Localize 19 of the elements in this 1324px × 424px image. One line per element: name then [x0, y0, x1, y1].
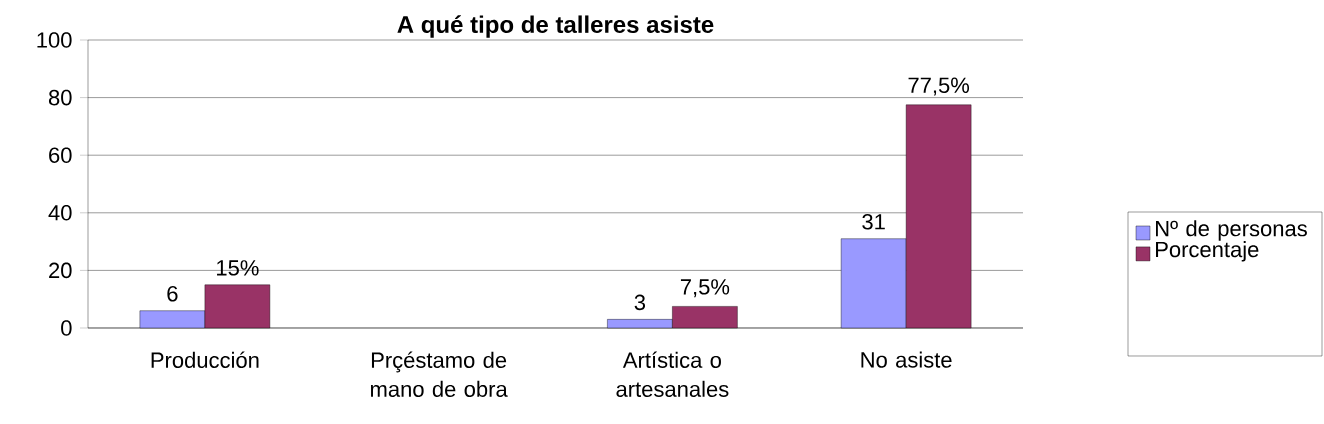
y-tick-label: 100	[37, 32, 72, 48]
legend-label: Porcentaje	[1156, 241, 1259, 262]
chart-title: A qué tipo de talleres asiste	[397, 15, 714, 38]
y-tick-label: 20	[49, 262, 72, 279]
x-tick-label: Prçéstamo de mano de obra	[370, 351, 508, 397]
data-label: 15%	[217, 260, 259, 276]
y-tick-label: 40	[48, 205, 72, 221]
y-tick-label: 80	[48, 89, 72, 106]
x-tick-label: Artística o artesanales	[616, 351, 729, 397]
x-tick-label: No asiste	[861, 351, 952, 368]
data-label: 3	[634, 294, 646, 311]
data-label: 31	[862, 213, 885, 230]
data-label: 6	[167, 285, 178, 302]
y-tick-label: 60	[49, 147, 72, 163]
data-label: 77,5%	[908, 77, 970, 96]
data-label: 7,5%	[680, 279, 730, 298]
y-tick-label: 0	[61, 320, 72, 336]
x-tick-label: Producción	[151, 351, 259, 368]
legend-label: Nº de personas	[1156, 220, 1307, 241]
